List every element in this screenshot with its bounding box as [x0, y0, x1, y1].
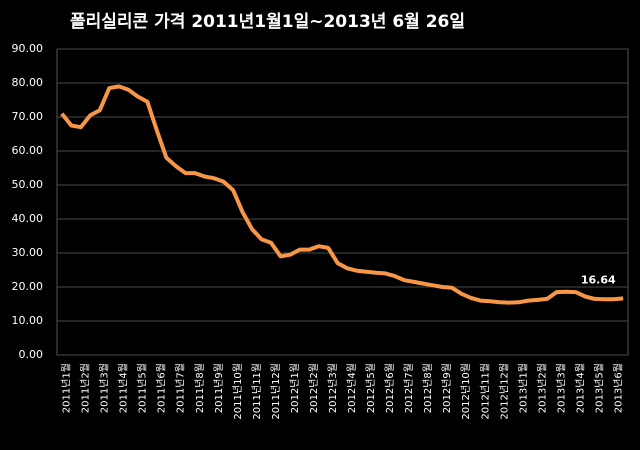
- y-tick-label: 80.00: [12, 76, 44, 89]
- x-tick-label: 2011년9월: [213, 363, 225, 413]
- x-tick-label: 2012년4월: [346, 363, 358, 413]
- x-tick-label: 2011년3월: [99, 363, 111, 413]
- x-tick-label: 2013년6월: [612, 363, 624, 413]
- y-tick-label: 70.00: [12, 110, 44, 123]
- chart-title: 폴리실리콘 가격 2011년1월1일~2013년 6월 26일: [70, 12, 465, 32]
- x-tick-label: 2011년6월: [156, 363, 168, 413]
- x-tick-label: 2013년4월: [574, 363, 586, 413]
- x-tick-label: 2012년8월: [422, 363, 434, 413]
- x-tick-label: 2011년5월: [137, 363, 149, 413]
- y-tick-label: 20.00: [12, 280, 44, 293]
- x-tick-label: 2013년2월: [536, 363, 548, 413]
- x-tick-label: 2013년5월: [593, 363, 605, 413]
- x-tick-label: 2011년10월: [232, 363, 244, 420]
- x-tick-label: 2013년3월: [555, 363, 567, 413]
- y-tick-label: 10.00: [12, 314, 44, 327]
- x-tick-label: 2012년12월: [498, 363, 510, 420]
- x-tick-label: 2012년7월: [403, 363, 415, 413]
- x-tick-label: 2011년7월: [175, 363, 187, 413]
- x-tick-label: 2011년8월: [194, 363, 206, 413]
- x-tick-label: 2011년12월: [270, 363, 282, 420]
- x-tick-label: 2012년5월: [365, 363, 377, 413]
- x-tick-label: 2013년1월: [517, 363, 529, 413]
- x-tick-label: 2012년2월: [308, 363, 320, 413]
- x-tick-label: 2012년10월: [460, 363, 472, 420]
- y-tick-label: 60.00: [12, 144, 44, 157]
- x-tick-label: 2011년4월: [118, 363, 130, 413]
- y-tick-label: 40.00: [12, 212, 44, 225]
- y-tick-label: 50.00: [12, 178, 44, 191]
- y-tick-label: 30.00: [12, 246, 44, 259]
- x-tick-label: 2011년1월: [61, 363, 73, 413]
- y-tick-label: 0.00: [19, 348, 44, 361]
- x-tick-label: 2012년11월: [479, 363, 491, 420]
- x-tick-label: 2011년11월: [251, 363, 263, 420]
- x-tick-label: 2012년1월: [289, 363, 301, 413]
- annotation: 16.64: [581, 273, 616, 286]
- y-tick-label: 90.00: [12, 42, 44, 55]
- line: [60, 84, 624, 305]
- x-tick-label: 2011년2월: [80, 363, 92, 413]
- x-tick-label: 2012년6월: [384, 363, 396, 413]
- x-tick-label: 2012년9월: [441, 363, 453, 413]
- plot-area: [56, 48, 629, 356]
- x-tick-label: 2012년3월: [327, 363, 339, 413]
